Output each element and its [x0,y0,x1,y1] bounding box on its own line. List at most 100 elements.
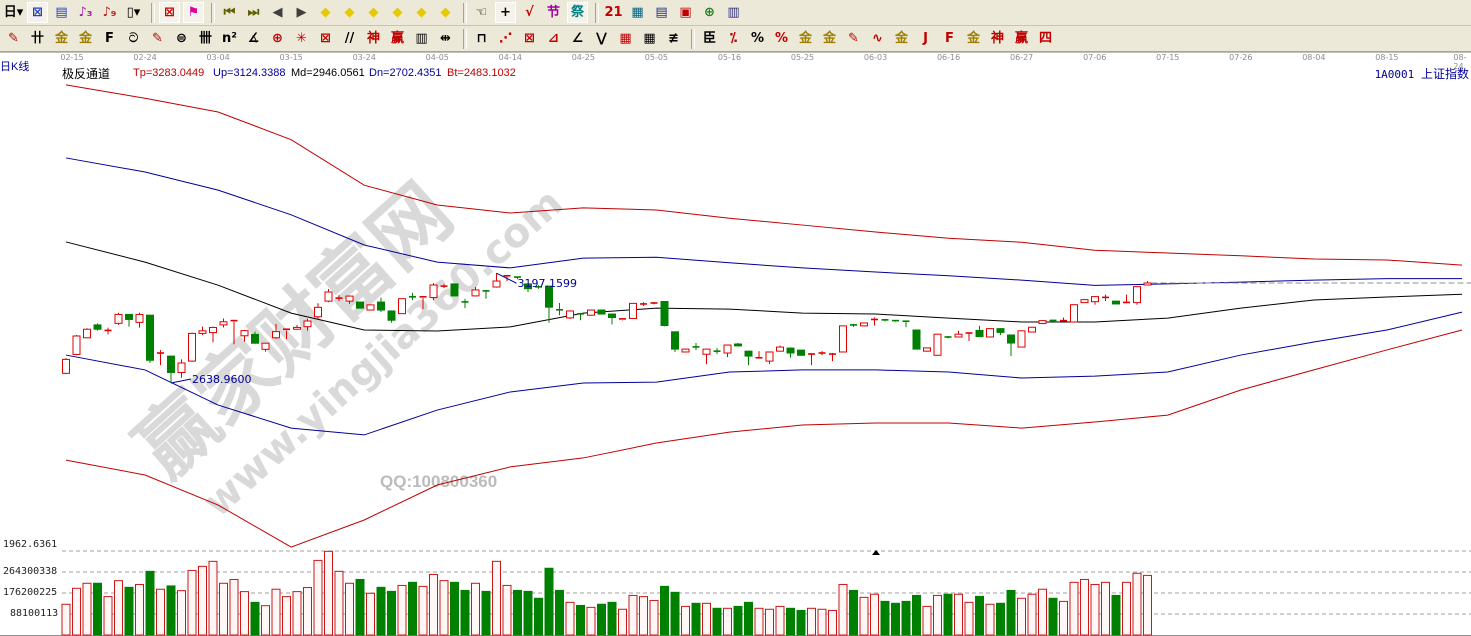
win-icon[interactable]: 赢 [390,31,404,46]
percent-line-icon[interactable]: ⁒ [729,31,738,46]
indicator-name[interactable]: 极反通道 [62,67,111,81]
rect-icon[interactable]: ⊓ [476,31,487,46]
calendar-icon[interactable]: 21 [604,5,623,20]
first-icon[interactable]: ⏮ [223,5,236,20]
candle [240,330,249,342]
n2-icon[interactable]: n² [222,31,237,46]
candle [1049,319,1057,322]
network-icon[interactable]: ⊕ [704,5,715,20]
document-icon[interactable]: ▤ [655,5,668,20]
next-icon[interactable]: ▶ [296,5,307,20]
gann-box-icon[interactable]: ⊠ [524,31,535,46]
expand-diamond-icon[interactable]: ◆ [368,5,379,20]
god-icon[interactable]: 神 [366,31,380,46]
ruler-icon[interactable]: ▥ [415,31,428,46]
scale-icon[interactable]: 臣 [702,31,716,46]
period-day-dropdown[interactable]: 日▾ [3,5,24,20]
candle-body [954,333,963,338]
volume-bar [471,582,480,636]
candle [104,327,112,335]
zoom-diamond-icon[interactable]: ◆ [416,5,427,20]
god-angle-icon[interactable]: 神 [990,31,1004,46]
candle-type-dropdown[interactable]: ▯▾ [126,5,141,20]
win-angle-icon[interactable]: 赢 [1014,31,1028,46]
volume-bar [765,608,774,636]
volume-bar [450,581,459,636]
volume-bar [954,593,963,636]
notes-icon[interactable]: ▤ [55,5,68,20]
candle [440,283,448,289]
wave-icon[interactable]: ∿ [872,31,883,46]
zigzag-icon[interactable]: ⋁ [596,31,607,46]
candle-body [492,280,501,288]
volume-bar [523,590,533,636]
gold-angle-icon[interactable]: 金 [966,31,980,46]
gold-band-icon[interactable]: 金 [822,31,836,46]
four-angle-icon[interactable]: 四 [1038,31,1052,46]
star-net-icon[interactable]: ✳ [296,31,307,46]
gann-fan-icon[interactable]: ⊿ [548,31,559,46]
width-icon[interactable]: ⇹ [440,31,451,46]
grid-icon[interactable]: ▦ [619,31,632,46]
volume-bar [429,573,438,636]
date-tick-label: 06-16 [936,53,961,62]
candle [177,359,186,378]
kline-chart[interactable]: 2638.9600 3197.1599 [0,52,1471,636]
fan-icon[interactable]: ⋰ [499,31,512,46]
j-angle-icon[interactable]: J [923,31,928,46]
date-tick-label: 03-04 [206,53,230,62]
date-tick-label: 02-24 [133,53,157,62]
chart-blue-icon[interactable]: ⊠ [27,2,48,23]
computer-icon[interactable]: ▥ [727,5,740,20]
target-icon[interactable]: ⊕ [272,31,283,46]
red-chart-icon[interactable]: ⊠ [159,2,180,23]
channel-line-md [65,241,1463,332]
gold-top-icon[interactable]: 金 [894,31,908,46]
hand-icon[interactable]: ☜ [475,5,488,20]
shrink-diamond-icon[interactable]: ◆ [392,5,403,20]
gold-line2-icon[interactable]: 金 [78,31,92,46]
pen-icon[interactable]: ✎ [8,31,19,46]
spiral-icon[interactable]: ට [128,31,139,46]
last-icon[interactable]: ⏭ [247,5,260,20]
volume-bar [303,587,312,636]
section-icon[interactable]: 节 [546,5,560,20]
circle-icon[interactable]: ⊜ [176,31,187,46]
candle [209,326,217,343]
pen2-icon[interactable]: ✎ [152,31,163,46]
left-diamond-icon[interactable]: ◆ [320,5,331,20]
candle-body [293,326,301,330]
percent-band-icon[interactable]: % [774,31,789,46]
fibo-f-icon[interactable]: F [105,31,114,46]
crosshair-icon[interactable]: + [495,2,516,23]
cycle-lines-icon[interactable]: 卌 [198,31,212,46]
calculator-icon[interactable]: ▦ [631,5,644,20]
parallel-lines-icon[interactable]: 卄 [30,31,44,46]
candle [692,343,700,351]
candle [62,357,70,375]
gold-circle-icon[interactable]: 金 [798,31,812,46]
prev-icon[interactable]: ◀ [272,5,283,20]
slash-icon[interactable]: // [344,31,355,46]
marker-icon[interactable]: ✎ [848,31,859,46]
gold-line-icon[interactable]: 金 [54,31,68,46]
chart-3-icon[interactable]: ♪₃ [78,5,93,20]
volume-bar [324,550,333,636]
angle2-icon[interactable]: ∠ [571,31,584,46]
f-angle-icon[interactable]: F [945,31,954,46]
candle [303,318,312,331]
box-net-icon[interactable]: ⊠ [320,31,331,46]
angle-icon[interactable]: ∡ [247,31,260,46]
v-line-icon[interactable]: √ [525,5,534,20]
sacrifice-icon[interactable]: 祭 [567,2,588,23]
flag-icon[interactable]: ⚑ [183,2,204,23]
save-icon[interactable]: ▣ [679,5,692,20]
grid2-icon[interactable]: ▦ [643,31,656,46]
volume-bar [513,589,522,636]
candle-body [471,289,480,297]
channel-icon[interactable]: ≢ [668,31,679,46]
chart-9-icon[interactable]: ♪₉ [102,5,117,20]
right-diamond-icon[interactable]: ◆ [344,5,355,20]
percent-icon[interactable]: % [750,31,765,46]
updown-diamond-icon[interactable]: ◆ [440,5,451,20]
